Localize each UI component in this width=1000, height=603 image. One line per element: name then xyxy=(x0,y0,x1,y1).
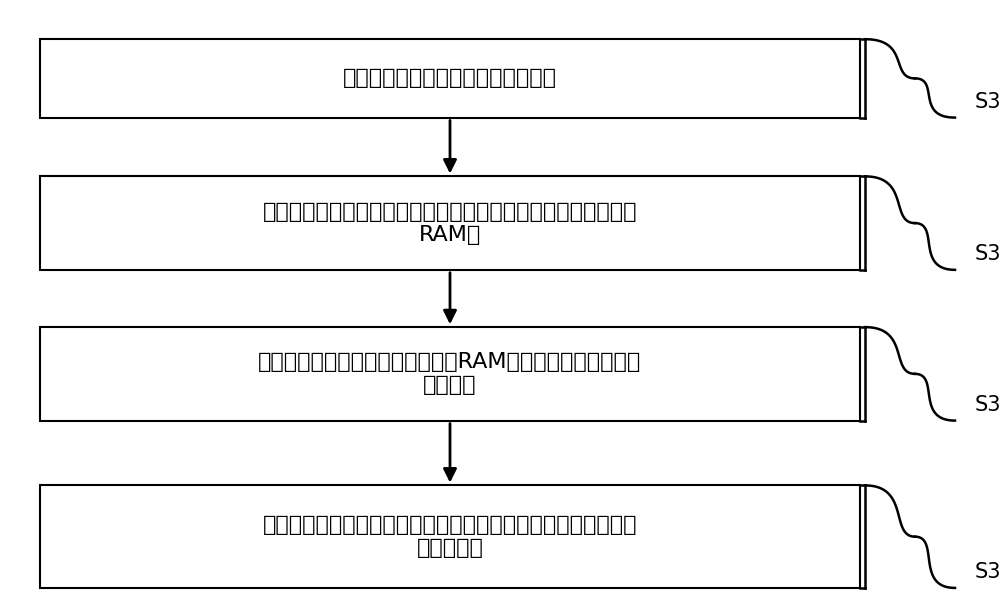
Text: 按照时间交织的输出规则，直接从RAM中读出待传输数据乱序: 按照时间交织的输出规则，直接从RAM中读出待传输数据乱序 xyxy=(258,352,642,373)
Text: 接收串并转换模块输出的待传输数据: 接收串并转换模块输出的待传输数据 xyxy=(343,68,557,89)
Text: S301: S301 xyxy=(975,92,1000,112)
Text: S302: S302 xyxy=(975,244,1000,264)
FancyBboxPatch shape xyxy=(40,39,860,118)
FancyBboxPatch shape xyxy=(40,327,860,421)
FancyBboxPatch shape xyxy=(40,485,860,588)
Text: 通过乒乓操作，按照信元交织的写入规则将上述待传输数据写入: 通过乒乓操作，按照信元交织的写入规则将上述待传输数据写入 xyxy=(263,201,637,222)
Text: 将上述输出的信元进行星座映射操作，得到与待传输数据对应的: 将上述输出的信元进行星座映射操作，得到与待传输数据对应的 xyxy=(263,515,637,535)
Text: S304: S304 xyxy=(975,562,1000,582)
FancyBboxPatch shape xyxy=(40,176,860,270)
Text: 星座点数据: 星座点数据 xyxy=(417,538,483,558)
Text: 后的信元: 后的信元 xyxy=(423,375,477,396)
Text: S303: S303 xyxy=(975,394,1000,415)
Text: RAM中: RAM中 xyxy=(419,224,481,245)
